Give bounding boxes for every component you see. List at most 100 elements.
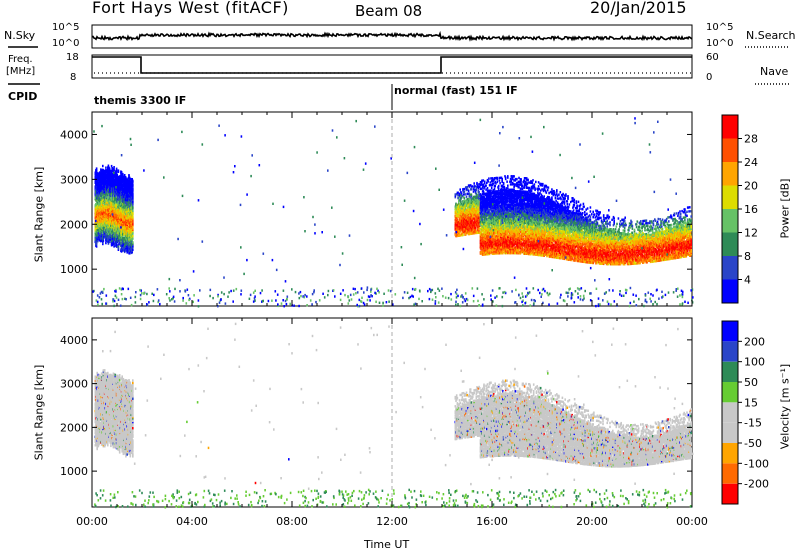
power-data-cell [467,215,470,218]
power-data-cell [481,252,483,255]
power-data-cell [481,248,483,251]
power-data-cell [487,180,489,183]
power-data-cell [481,226,484,229]
power-data-cell [472,185,474,188]
power-data-cell [492,237,494,241]
power-data-cell [486,187,489,190]
power-data-cell [111,243,113,247]
power-data-cell [463,224,466,227]
power-data-cell [472,209,474,212]
power-data-cell [478,183,480,186]
power-data-cell [132,216,134,219]
power-data-cell [479,203,482,207]
power-data-cell [132,188,134,191]
power-data-cell [479,221,482,224]
power-data-cell [111,169,113,172]
power-data-cell [468,195,471,198]
power-data-cell [458,231,461,235]
power-data-cell [461,212,464,215]
power-data-cell [100,240,102,243]
power-data-cell [472,226,475,230]
power-data-cell [472,216,474,219]
power-data-cell [456,218,459,221]
power-data-cell [100,219,102,223]
power-data-cell [471,201,473,204]
power-data-cell [455,212,457,215]
power-data-cell [120,171,123,174]
power-data-cell [460,205,463,209]
power-data-cell [479,195,481,198]
freq-frame [91,54,693,79]
power-data-cell [458,227,460,231]
power-data-cell [105,226,108,229]
power-data-cell [95,168,98,171]
power-data-cell [473,207,475,211]
power-data-cell [115,245,118,248]
power-data-cell [107,211,110,214]
power-data-cell [132,217,134,220]
power-data-cell [107,164,110,167]
power-data-cell [472,229,474,232]
power-data-cell [131,251,133,254]
power-data-cell [502,252,504,255]
power-data-cell [465,233,467,236]
power-data-cell [100,168,102,171]
power-data-cell [120,248,122,251]
power-data-cell [472,190,475,193]
power-data-cell [465,188,468,192]
power-data-cell [472,228,474,231]
power-data-cell [109,191,112,194]
power-data-cell [504,176,507,179]
power-data-cell [132,195,134,199]
power-data-cell [456,213,459,216]
power-data-cell [132,228,134,231]
power-data-cell [132,197,134,200]
power-data-cell [476,181,478,185]
power-data-cell [132,187,134,190]
power-data-cell [107,206,110,209]
power-data-cell [496,180,499,184]
power-data-cell [462,212,465,215]
power-data-cell [455,214,458,217]
power-data-cell [462,233,464,237]
power-data-cell [128,239,131,242]
power-data-cell [107,232,110,235]
power-data-cell [100,217,103,220]
power-data-cell [98,230,101,233]
power-data-cell [490,186,493,189]
power-data-cell [127,237,129,240]
power-data-cell [118,175,121,178]
power-data-cell [124,198,127,201]
power-data-cell [95,242,98,246]
power-data-cell [132,212,134,215]
power-data-cell [477,211,480,214]
power-data-cell [108,240,111,243]
power-data-cell [110,186,113,189]
power-data-cell [454,205,457,208]
power-data-cell [468,219,471,222]
power-data-cell [102,174,105,177]
power-data-cell [125,237,128,240]
power-data-cell [472,204,474,207]
power-data-cell [498,222,501,225]
power-data-cell [117,248,120,251]
power-data-cell [495,198,498,201]
power-data-cell [117,246,120,249]
noise-sky-trace [91,30,693,42]
power-data-cell [468,209,471,213]
power-data-cell [462,209,464,212]
power-data-cell [465,215,467,219]
power-data-cell [109,182,112,185]
power-data-cell [459,226,461,229]
power-data-cell [98,181,100,185]
power-data-cell [126,249,128,253]
power-data-cell [470,185,473,188]
power-data-cell [481,222,483,225]
power-data-cell [457,225,459,228]
power-data-cell [125,236,128,239]
power-data-cell [467,199,470,202]
power-data-cell [460,192,463,195]
power-data-cell [473,232,475,235]
power-data-cell [130,177,132,181]
power-data-cell [126,178,128,181]
